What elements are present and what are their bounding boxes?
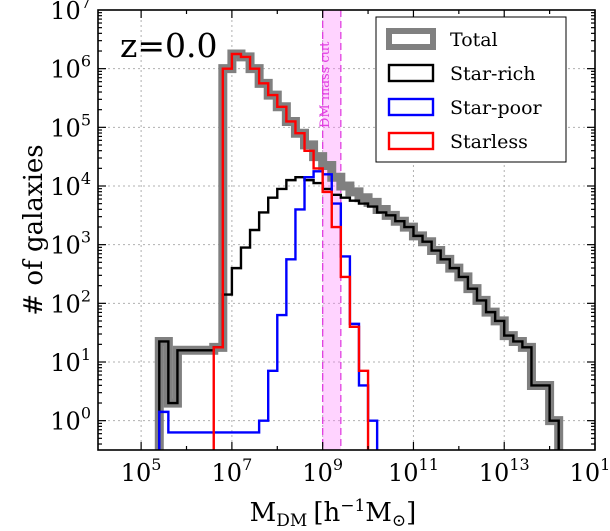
series-star-poor-line <box>158 170 379 450</box>
x-label-unit-sub: ⊙ <box>392 511 406 527</box>
x-tick-label: 105 <box>121 455 162 487</box>
y-tick-label: 104 <box>50 169 91 201</box>
legend-items: Total Star-rich Star-poor Starless <box>386 28 543 153</box>
redshift-annotation: z=0.0 <box>120 26 218 65</box>
plot-frame <box>97 9 596 451</box>
x-tick-label: 109 <box>302 455 343 487</box>
x-label-unit: [h <box>313 498 340 527</box>
x-tick-label: 107 <box>212 455 253 487</box>
legend-swatch-starless <box>387 131 435 151</box>
y-tick-labels: 100 101 102 103 104 105 106 107 <box>50 0 91 436</box>
y-tick-label: 101 <box>50 345 91 377</box>
legend-swatch-star-rich <box>387 63 435 83</box>
legend-label-total: Total <box>450 29 498 51</box>
x-label-sub: DM <box>276 511 307 527</box>
y-axis-label: # of galaxies <box>19 144 49 315</box>
legend-swatch-total <box>386 28 436 50</box>
mass-cut-label: DM mass cut <box>318 41 333 128</box>
y-tick-label: 106 <box>50 52 91 84</box>
x-tick-label: 1011 <box>388 455 439 487</box>
x-label-close: ] <box>406 498 416 527</box>
x-axis-label: MDM [h−1M⊙] <box>250 496 417 527</box>
y-tick-label: 107 <box>50 0 91 25</box>
legend-label-star-rich: Star-rich <box>450 63 536 85</box>
series-group <box>154 49 564 450</box>
mass-cut-fill <box>322 10 341 450</box>
legend: Total Star-rich Star-poor Starless <box>375 16 567 163</box>
x-label-unit-m: M <box>365 498 392 527</box>
x-tick-labels: 105 107 109 1011 1013 1015 <box>121 455 610 487</box>
legend-label-starless: Starless <box>450 131 528 153</box>
y-tick-label: 100 <box>50 404 91 436</box>
legend-swatch-star-poor <box>387 97 435 117</box>
x-tick-label: 1013 <box>479 455 530 487</box>
y-tick-label: 105 <box>50 110 91 142</box>
y-tick-label: 103 <box>50 228 91 260</box>
x-label-unit-sup: −1 <box>340 496 365 516</box>
x-label-base: M <box>250 498 277 527</box>
y-tick-label: 102 <box>50 286 91 318</box>
series-star-rich-line <box>158 176 560 450</box>
series-starless-line <box>212 52 370 450</box>
legend-box <box>375 16 567 163</box>
legend-label-star-poor: Star-poor <box>450 97 543 119</box>
x-tick-label: 1015 <box>570 455 610 487</box>
